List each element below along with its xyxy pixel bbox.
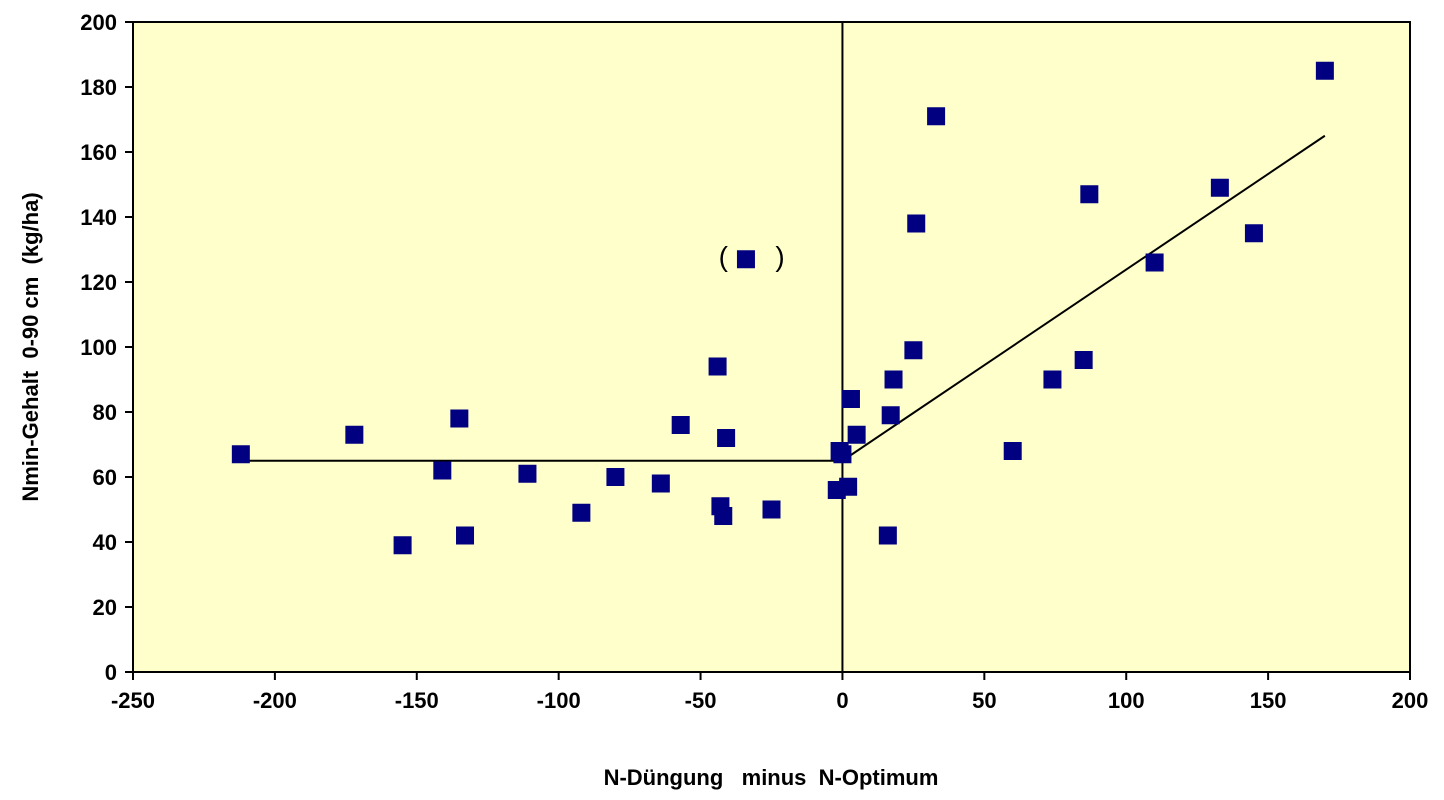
data-point-25 xyxy=(884,370,903,389)
data-point-36 xyxy=(1315,61,1334,80)
data-point-29 xyxy=(1003,442,1022,460)
data-point-33 xyxy=(1145,253,1164,272)
data-point-15 xyxy=(736,250,755,269)
y-axis: 0 20 40 60 80 100 120 140 160 180 200 xyxy=(80,10,133,685)
plot-area xyxy=(132,21,1411,673)
data-point-4 xyxy=(450,409,469,428)
data-point-27 xyxy=(907,214,926,233)
x-tick-label-6: 50 xyxy=(972,688,996,713)
x-tick-label-2: -150 xyxy=(395,688,439,713)
x-tick-label-1: -200 xyxy=(253,688,297,713)
data-point-26 xyxy=(904,341,923,360)
x-tick-label-5: 0 xyxy=(836,688,848,713)
x-tick-label-4: -50 xyxy=(685,688,717,713)
y-tick-label-6: 120 xyxy=(80,270,117,295)
y-axis-title: Nmin-Gehalt 0-90 cm (kg/ha) xyxy=(18,192,43,501)
data-point-11 xyxy=(708,357,727,376)
trend-lines xyxy=(240,22,1326,672)
data-point-10 xyxy=(671,416,690,434)
data-point-28 xyxy=(927,107,946,126)
y-tick-label-3: 60 xyxy=(93,465,117,490)
data-point-8 xyxy=(606,468,625,486)
y-tick-label-1: 20 xyxy=(93,595,117,620)
x-tick-label-0: -250 xyxy=(111,688,155,713)
data-point-30 xyxy=(1043,370,1062,389)
data-point-22 xyxy=(847,425,866,444)
data-point-1 xyxy=(345,425,364,444)
data-point-0 xyxy=(231,445,250,464)
data-point-9 xyxy=(651,474,670,493)
y-tick-label-7: 140 xyxy=(80,205,117,230)
data-point-31 xyxy=(1074,351,1093,369)
x-tick-label-8: 150 xyxy=(1250,688,1287,713)
annotation-0: ( xyxy=(719,241,729,272)
y-tick-label-9: 180 xyxy=(80,75,117,100)
annotation-1: ) xyxy=(775,241,784,272)
data-point-14 xyxy=(717,429,736,447)
data-point-20 xyxy=(839,477,858,496)
annotations: () xyxy=(719,241,785,272)
y-tick-label-2: 40 xyxy=(93,530,117,555)
x-tick-label-3: -100 xyxy=(537,688,581,713)
y-tick-label-4: 80 xyxy=(93,400,117,425)
data-point-13 xyxy=(714,507,733,525)
data-points xyxy=(231,61,1334,555)
data-point-7 xyxy=(572,503,591,522)
data-point-23 xyxy=(878,526,897,545)
data-point-5 xyxy=(456,526,475,545)
data-point-16 xyxy=(762,500,781,519)
y-tick-label-10: 200 xyxy=(80,10,117,35)
data-point-2 xyxy=(393,536,412,555)
y-tick-label-5: 100 xyxy=(80,335,117,360)
data-point-35 xyxy=(1244,224,1263,243)
data-point-19 xyxy=(833,445,852,464)
chart-line-1 xyxy=(841,134,1326,462)
y-tick-label-0: 0 xyxy=(105,660,117,685)
x-axis: -250 -200 -150 -100 -50 0 50 100 150 200 xyxy=(111,672,1428,713)
x-tick-label-9: 200 xyxy=(1392,688,1429,713)
x-axis-title: N-Düngung minus N-Optimum xyxy=(604,765,939,790)
data-point-24 xyxy=(881,406,900,425)
data-point-6 xyxy=(518,464,537,483)
y-tick-label-8: 160 xyxy=(80,140,117,165)
data-point-32 xyxy=(1080,185,1099,204)
data-point-21 xyxy=(841,390,860,408)
x-tick-label-7: 100 xyxy=(1108,688,1145,713)
data-point-34 xyxy=(1210,178,1229,197)
data-point-3 xyxy=(433,461,452,480)
